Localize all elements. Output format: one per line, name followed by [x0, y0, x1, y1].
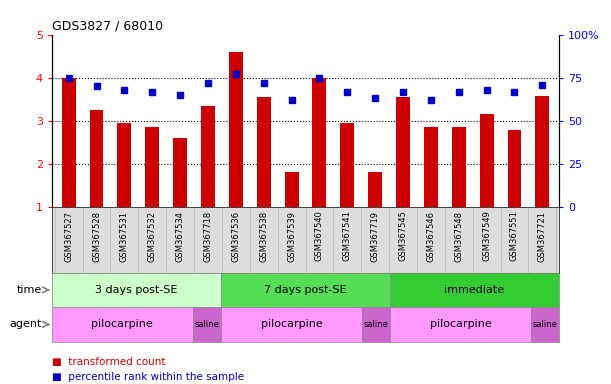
Bar: [508, 131, 521, 207]
Text: GSM367551: GSM367551: [510, 210, 519, 262]
Text: GSM367718: GSM367718: [203, 210, 213, 262]
Text: GSM367546: GSM367546: [426, 210, 436, 262]
Text: pilocarpine: pilocarpine: [430, 319, 491, 329]
Bar: [145, 127, 159, 207]
Bar: [117, 123, 131, 207]
Text: saline: saline: [194, 320, 219, 329]
Text: GSM367538: GSM367538: [259, 210, 268, 262]
Text: GSM367536: GSM367536: [232, 210, 240, 262]
Text: ■  transformed count: ■ transformed count: [52, 357, 166, 367]
Text: GSM367721: GSM367721: [538, 210, 547, 262]
Text: agent: agent: [9, 319, 42, 329]
Text: GSM367540: GSM367540: [315, 210, 324, 262]
Bar: [52, 307, 193, 342]
Text: saline: saline: [533, 320, 557, 329]
Text: 7 days post-SE: 7 days post-SE: [264, 285, 347, 295]
Bar: [452, 127, 466, 207]
Text: GSM367528: GSM367528: [92, 210, 101, 262]
Bar: [312, 78, 326, 207]
Text: GSM367532: GSM367532: [148, 210, 157, 262]
Bar: [229, 52, 243, 207]
Bar: [201, 106, 215, 207]
Bar: [390, 273, 559, 307]
Bar: [362, 307, 390, 342]
Bar: [221, 307, 362, 342]
Bar: [257, 97, 271, 207]
Text: GSM367534: GSM367534: [175, 210, 185, 262]
Bar: [52, 273, 221, 307]
Text: ■  percentile rank within the sample: ■ percentile rank within the sample: [52, 372, 244, 382]
Text: saline: saline: [364, 320, 389, 329]
Text: GSM367719: GSM367719: [371, 210, 379, 262]
Bar: [390, 307, 531, 342]
Text: GSM367545: GSM367545: [398, 210, 408, 262]
Bar: [193, 307, 221, 342]
Bar: [221, 273, 390, 307]
Bar: [90, 110, 103, 207]
Text: GSM367527: GSM367527: [64, 210, 73, 262]
Text: pilocarpine: pilocarpine: [260, 319, 322, 329]
Bar: [368, 172, 382, 207]
Bar: [173, 138, 187, 207]
Bar: [531, 307, 559, 342]
Text: GSM367539: GSM367539: [287, 210, 296, 262]
Bar: [285, 172, 299, 207]
Bar: [424, 127, 438, 207]
Text: GSM367548: GSM367548: [454, 210, 463, 262]
Bar: [396, 97, 410, 207]
Text: GSM367541: GSM367541: [343, 210, 352, 262]
Text: GSM367531: GSM367531: [120, 210, 129, 262]
Bar: [340, 123, 354, 207]
Text: GSM367549: GSM367549: [482, 210, 491, 262]
Text: 3 days post-SE: 3 days post-SE: [95, 285, 178, 295]
Text: GDS3827 / 68010: GDS3827 / 68010: [52, 19, 163, 32]
Bar: [62, 78, 76, 207]
Text: time: time: [16, 285, 42, 295]
Bar: [535, 96, 549, 207]
Text: immediate: immediate: [444, 285, 505, 295]
Bar: [480, 114, 494, 207]
Text: pilocarpine: pilocarpine: [92, 319, 153, 329]
